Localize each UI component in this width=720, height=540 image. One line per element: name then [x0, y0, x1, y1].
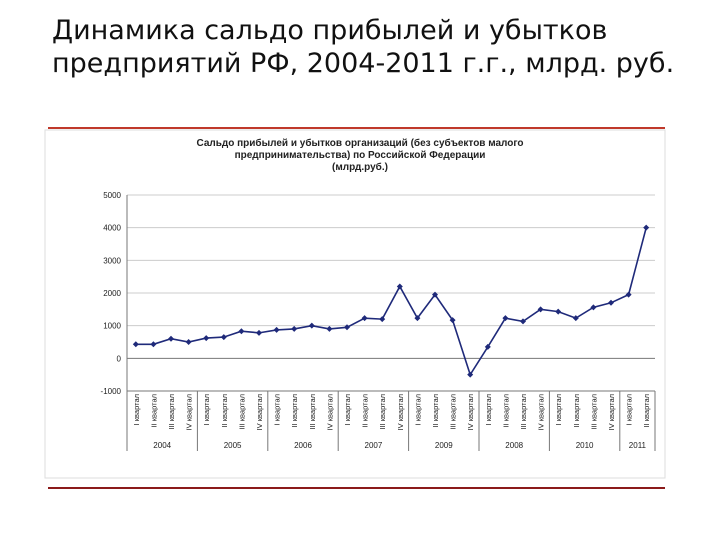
data-point	[168, 335, 174, 342]
data-point	[203, 335, 210, 342]
x-tick-label: I квартал	[202, 394, 211, 425]
x-tick-label: IV квартал	[607, 394, 616, 430]
group-label: 2004	[153, 441, 171, 450]
group-label: 2006	[294, 441, 312, 450]
x-tick-label: IV квартал	[466, 394, 475, 430]
data-point	[643, 224, 650, 231]
x-tick-label: I квартал	[343, 394, 352, 425]
data-point	[537, 306, 544, 313]
x-tick-label: III квартал	[519, 394, 528, 430]
data-point	[502, 315, 509, 322]
x-tick-label: II квартал	[149, 394, 158, 428]
data-point	[379, 316, 386, 323]
data-point	[256, 329, 262, 336]
x-tick-label: II квартал	[290, 394, 299, 428]
data-point	[608, 299, 614, 306]
data-point	[185, 339, 192, 345]
x-tick-label: IV квартал	[537, 394, 546, 430]
y-tick-label: 0	[117, 354, 122, 363]
x-tick-label: II квартал	[572, 394, 581, 428]
data-point	[396, 283, 403, 290]
x-tick-label: IV квартал	[255, 394, 264, 430]
data-point	[432, 291, 438, 298]
data-point	[220, 334, 227, 341]
x-tick-label: I квартал	[413, 394, 422, 425]
data-point	[291, 325, 298, 332]
data-point	[484, 343, 491, 350]
y-tick-label: 5000	[103, 191, 121, 200]
series-line	[135, 227, 647, 377]
x-tick-label: II квартал	[501, 394, 510, 428]
data-point	[238, 328, 245, 335]
chart-frame	[44, 129, 666, 479]
data-point	[555, 308, 562, 315]
x-tick-label: I квартал	[273, 394, 282, 425]
x-tick-label: III квартал	[167, 394, 176, 430]
y-tick-label: 3000	[103, 256, 121, 265]
data-point	[572, 315, 579, 322]
group-label: 2010	[576, 441, 594, 450]
data-point	[467, 371, 474, 378]
data-point	[449, 317, 456, 324]
data-point	[361, 315, 368, 322]
x-tick-label: I квартал	[554, 394, 563, 425]
x-tick-label: II квартал	[361, 394, 370, 428]
data-point	[414, 315, 421, 322]
slide-title: Динамика сальдо прибылей и убытков предп…	[52, 15, 675, 79]
group-label: 2008	[505, 441, 523, 450]
y-tick-label: 1000	[103, 322, 121, 331]
x-tick-label: I квартал	[484, 394, 493, 425]
x-tick-label: III квартал	[378, 394, 387, 430]
x-tick-label: II квартал	[220, 394, 229, 428]
x-tick-label: IV квартал	[185, 394, 194, 430]
data-point	[273, 326, 280, 333]
data-point	[132, 341, 139, 348]
data-point	[625, 291, 632, 298]
x-tick-label: II квартал	[642, 394, 651, 428]
data-point	[344, 324, 350, 331]
x-tick-label: III квартал	[449, 394, 458, 430]
y-tick-label: 4000	[103, 224, 121, 233]
x-tick-label: I квартал	[625, 394, 634, 425]
x-tick-label: III квартал	[308, 394, 317, 430]
y-tick-label: -1000	[101, 387, 122, 396]
group-label: 2005	[224, 441, 242, 450]
chart-title: (млрд.руб.)	[332, 161, 388, 173]
y-tick-label: 2000	[103, 289, 121, 298]
data-point	[308, 322, 315, 329]
data-point	[590, 304, 597, 311]
x-tick-label: IV квартал	[325, 394, 334, 430]
group-label: 2007	[365, 441, 383, 450]
data-point	[150, 341, 157, 348]
x-tick-label: I квартал	[132, 394, 141, 425]
x-tick-label: II квартал	[431, 394, 440, 428]
chart-title: Сальдо прибылей и убытков организаций (б…	[196, 137, 523, 149]
data-point	[326, 325, 333, 332]
data-point	[520, 318, 526, 325]
x-tick-label: IV квартал	[396, 394, 405, 430]
chart-title: предпринимательства) по Российской Федер…	[235, 150, 486, 161]
group-label: 2011	[629, 441, 647, 450]
group-label: 2009	[435, 441, 453, 450]
x-tick-label: III квартал	[589, 394, 598, 430]
x-tick-label: III квартал	[237, 394, 246, 430]
